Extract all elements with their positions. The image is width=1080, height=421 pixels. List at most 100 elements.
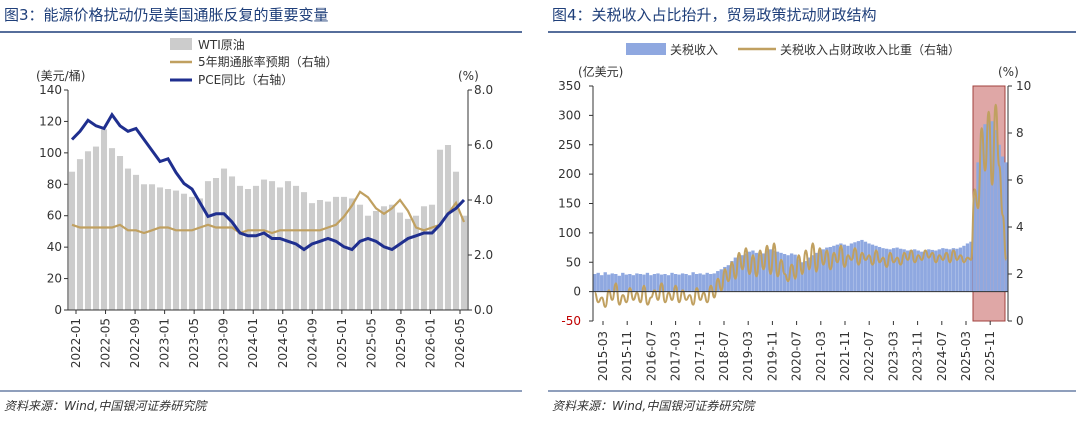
figure4-left-axis: -50 0 50 100 150 200 250 300 350 <box>558 79 593 328</box>
figure3-bar <box>108 148 116 310</box>
figure3-x-tick-label: 2026-01 <box>423 318 437 368</box>
figure3-bar <box>148 184 156 310</box>
figure4-left-tick-label: 50 <box>566 255 581 269</box>
figure4-bars <box>593 115 1008 292</box>
figure4-bar <box>916 250 920 292</box>
figure4-bar <box>997 144 1001 292</box>
figure3-breakeven-line <box>71 190 466 235</box>
figure4-bar <box>796 259 801 292</box>
figure4-right-tick-label: 2 <box>1016 267 1024 281</box>
figure4-bar <box>937 249 942 292</box>
figure4-x-tick-label: 2023-03 <box>886 331 900 381</box>
legend-label-wti: WTI原油 <box>198 38 245 52</box>
figure3-bar <box>284 181 292 310</box>
figure3-left-tick-label: 140 <box>39 83 62 97</box>
figure4-bar <box>874 245 878 292</box>
figure4-bar <box>765 250 769 292</box>
figure4-bar <box>649 275 653 292</box>
figure4-bar <box>811 255 815 292</box>
figure3-bar <box>348 198 356 310</box>
figure4-bar <box>624 274 628 292</box>
figure3-bar <box>324 201 332 310</box>
figure4-bar <box>930 249 934 292</box>
figure4-bar <box>702 274 706 292</box>
figure3-x-tick-label: 2022-05 <box>99 318 113 368</box>
figure4-bar <box>793 254 797 292</box>
figure3-bar <box>388 204 396 310</box>
figure4-bar <box>895 247 899 292</box>
figure3-bar <box>172 190 180 310</box>
figure4-bar <box>761 253 766 292</box>
figure3-bar <box>356 204 364 310</box>
legend-label-tariff: 关税收入 <box>670 43 718 57</box>
figure3-x-tick-label: 2023-05 <box>187 318 201 368</box>
figure4-bar <box>888 249 892 292</box>
figure4-bar <box>835 244 840 292</box>
figure3-bar <box>156 187 164 310</box>
figure3-bar <box>372 211 380 310</box>
figure3-bar <box>252 185 260 310</box>
figure4-bar <box>726 265 730 292</box>
figure4-bar <box>628 274 632 292</box>
figure4-bar <box>920 251 924 292</box>
figure4-x-tick-label: 2024-07 <box>935 331 949 381</box>
figure4-bar <box>927 249 931 292</box>
figure3-bar <box>76 159 84 310</box>
figure4-bar <box>635 273 639 292</box>
figure4-bar <box>800 262 804 292</box>
figure4-bar <box>891 248 896 292</box>
figure4-bar <box>652 274 657 292</box>
figure3-right-tick-label: 0.0 <box>474 303 493 317</box>
figure4-bar <box>986 115 991 292</box>
figure4-bar <box>846 245 850 292</box>
figure3-bar <box>244 189 252 310</box>
figure4-bar <box>737 256 741 292</box>
figure3-right-axis: 0.0 2.0 4.0 6.0 8.0 <box>468 83 493 317</box>
figure4-x-tick-label: 2020-07 <box>790 331 804 381</box>
legend-swatch-wti <box>170 38 192 50</box>
figure3-left-unit: (美元/桶) <box>36 68 85 83</box>
figure3-x-tick-label: 2025-09 <box>394 318 408 368</box>
figure3-bar <box>404 218 412 310</box>
figure4-bar <box>993 130 998 292</box>
figure4-left-tick-label: 350 <box>558 79 581 93</box>
figure3-bar <box>436 149 444 310</box>
figure4-bar <box>881 248 885 292</box>
figure3-right-tick-label: 8.0 <box>474 83 493 97</box>
figure3-bar <box>180 193 188 310</box>
figure4-x-tick-label: 2018-07 <box>717 331 731 381</box>
figure4-bar <box>807 257 811 292</box>
figure3-bar <box>188 196 196 310</box>
figure3-bar <box>204 181 212 310</box>
figure4-bar <box>709 274 713 292</box>
figure4-bar <box>821 249 825 292</box>
figure4-bar <box>687 275 692 292</box>
figure4-left-unit: (亿美元) <box>578 64 623 79</box>
figure4-x-tick-label: 2023-11 <box>911 331 925 381</box>
figure4-bar <box>976 162 980 292</box>
figure4-left-tick-label: 100 <box>558 226 581 240</box>
figure4-bar <box>642 274 646 292</box>
figure3-bar <box>308 203 316 310</box>
figure4-bar <box>825 247 829 292</box>
figure4-bar <box>631 275 636 292</box>
figure3-left-tick-label: 20 <box>47 272 62 286</box>
figure3-bar <box>236 185 244 310</box>
figure4-bar <box>839 243 843 292</box>
figure4-bar <box>962 245 966 292</box>
figure3-bar <box>396 212 404 310</box>
figure4-title: 图4：关税收入占比抬升，贸易政策扰动财政结构 <box>552 6 877 24</box>
figure4-left-tick-label: 200 <box>558 167 581 181</box>
figure3-right-tick-label: 2.0 <box>474 248 493 262</box>
figure4-bar <box>934 250 938 292</box>
figure4-bar <box>877 246 882 292</box>
figure3-x-ticks: 2022-01 2022-05 2022-09 2023-01 2023-05 2023-… <box>69 310 467 368</box>
figure4-source: 资料来源：Wind,中国银河证券研究院 <box>552 399 756 413</box>
figure4-bar <box>733 257 738 292</box>
figure3-x-tick-label: 2024-05 <box>276 318 290 368</box>
figure4-bar <box>867 243 871 292</box>
legend-label-pce: PCE同比（右轴） <box>198 72 293 87</box>
figure3-bar <box>340 196 348 310</box>
figure4-bar <box>856 241 861 292</box>
